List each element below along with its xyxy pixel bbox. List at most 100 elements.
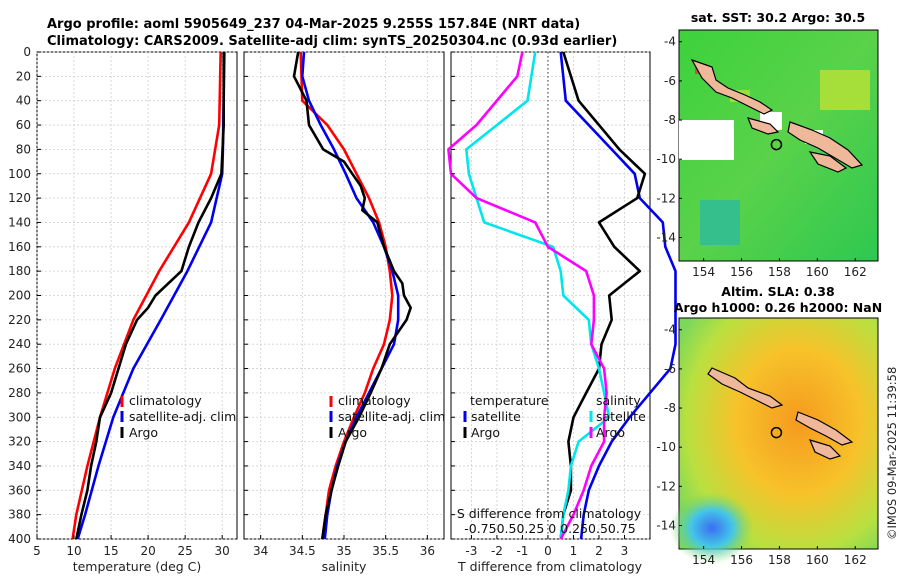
salinity-difference-axis-label: S difference from climatology <box>457 506 642 521</box>
map-y-tick-label: -12 <box>656 479 676 493</box>
sla-map-subtitle: Argo h1000: 0.26 h2000: NaN <box>674 300 882 315</box>
series-line-t-satellite <box>559 51 677 540</box>
map-y-tick-label: -6 <box>664 74 676 88</box>
sst-island-shape <box>746 117 780 135</box>
x-tick-label: 25 <box>178 544 193 558</box>
map-x-tick-label: 158 <box>768 265 791 279</box>
x-tick-label: 20 <box>140 544 155 558</box>
map-y-tick-label: -6 <box>664 362 676 376</box>
map-y-tick-label: -8 <box>664 401 676 415</box>
map-x-tick-label: 154 <box>692 553 715 567</box>
series-line-argo <box>75 52 225 540</box>
x-tick-label: 3 <box>621 544 629 558</box>
legend-label-argo: Argo <box>338 425 367 440</box>
difference-xlabel: T difference from climatology <box>457 559 643 574</box>
sla-map-title: Altim. SLA: 0.38 <box>721 284 834 299</box>
depth-tick-label: 240 <box>8 337 31 351</box>
legend-title-temperature: temperature <box>470 393 549 408</box>
x-tick-label: 35 <box>336 544 351 558</box>
sla-island-shape <box>707 367 784 409</box>
temperature-series <box>71 51 226 540</box>
x-tick-label: 36 <box>420 544 435 558</box>
x-tick-label: 34.5 <box>289 544 316 558</box>
temperature-panel: 5 10 15 20 25 30 temperature (deg C) climatol… <box>33 51 238 574</box>
sst-island-shape <box>787 121 864 169</box>
legend-label-argo: Argo <box>129 425 158 440</box>
difference-legend-temperature: temperature satellite Argo <box>463 393 549 440</box>
legend-label-t-satellite: satellite <box>471 409 521 424</box>
x-tick-label: 2 <box>595 544 603 558</box>
temperature-ticks: 5 10 15 20 25 30 <box>33 51 230 558</box>
salinity-panel: 34 34.5 35 35.5 36 salinity climatology sate… <box>243 51 445 574</box>
difference-panel: -3 -2 -1 0 1 2 3 T difference from climatology… <box>447 51 677 574</box>
depth-tick-label: 360 <box>8 483 31 497</box>
depth-tick-label: 200 <box>8 289 31 303</box>
x-tick-label: -1 <box>516 544 528 558</box>
depth-tick-label: 100 <box>8 167 31 181</box>
map-x-tick-label: 160 <box>806 553 829 567</box>
depth-tick-label: 300 <box>8 410 31 424</box>
title-line-1: Argo profile: aoml 5905649_237 04-Mar-20… <box>47 17 580 32</box>
legend-title-salinity: salinity <box>596 393 641 408</box>
sla-low-anomaly-patch <box>670 492 754 564</box>
map-y-tick-label: -14 <box>656 231 676 245</box>
depth-tick-label: 220 <box>8 313 31 327</box>
difference-ticks: -3 -2 -1 0 1 2 3 <box>451 51 629 558</box>
title-line-2: Climatology: CARS2009. Satellite-adj cli… <box>47 34 617 49</box>
depth-axis-ticks: 0 20 40 60 80 100 120 140 160 180 200 220 240 260 280 3… <box>8 45 31 546</box>
map-y-tick-label: -10 <box>656 440 676 454</box>
sla-island-shape <box>808 439 842 460</box>
sst-cool-patch <box>700 200 740 245</box>
x-tick-label: 5 <box>33 544 41 558</box>
map-x-tick-label: 160 <box>806 265 829 279</box>
legend-label-satellite: satellite-adj. clim <box>129 409 236 424</box>
map-y-tick-label: -12 <box>656 191 676 205</box>
salinity-difference-axis-ticks: -0.750.50.25 0 0.250.50.75 <box>464 521 636 536</box>
depth-tick-label: 140 <box>8 215 31 229</box>
salinity-series <box>292 51 413 540</box>
sst-map-panel: sat. SST: 30.2 Argo: 30.5 154 156 158 160 16… <box>656 10 879 279</box>
series-line-s-satellite <box>464 51 611 540</box>
map-y-tick-label: -14 <box>656 519 676 533</box>
x-tick-label: -2 <box>491 544 503 558</box>
depth-tick-label: 320 <box>8 435 31 449</box>
temperature-xlabel: temperature (deg C) <box>73 559 202 574</box>
series-line-t-argo <box>559 51 647 540</box>
series-line-s-argo <box>447 51 608 540</box>
map-x-tick-label: 154 <box>692 265 715 279</box>
map-x-tick-label: 162 <box>844 553 867 567</box>
sst-map-title: sat. SST: 30.2 Argo: 30.5 <box>691 10 865 25</box>
depth-tick-label: 180 <box>8 264 31 278</box>
imos-credit: ©IMOS 09-Mar-2025 11:39:58 <box>885 367 899 540</box>
map-x-tick-label: 156 <box>730 553 753 567</box>
sst-island-shape <box>690 58 774 115</box>
depth-tick-label: 260 <box>8 362 31 376</box>
sla-argo-location-marker <box>770 426 783 439</box>
salinity-legend: climatology satellite-adj. clim Argo <box>329 393 445 440</box>
temperature-grid <box>36 51 237 540</box>
legend-label-s-argo: Argo <box>596 425 625 440</box>
depth-tick-label: 120 <box>8 191 31 205</box>
series-line-climatology <box>299 51 394 540</box>
difference-grid <box>451 51 650 540</box>
depth-tick-label: 60 <box>16 118 31 132</box>
series-line-climatology <box>71 51 222 540</box>
depth-tick-label: 380 <box>8 508 31 522</box>
sst-island-shape <box>808 151 848 173</box>
sst-missing-data-patch <box>679 120 734 160</box>
sla-map-ticks: 154 156 158 160 162 -4 -6 -8 -10 -12 -14 <box>656 323 866 567</box>
depth-tick-label: 400 <box>8 532 31 546</box>
legend-label-climatology: climatology <box>338 393 411 408</box>
map-x-tick-label: 162 <box>844 265 867 279</box>
sla-island-shape <box>795 411 854 446</box>
depth-tick-label: 80 <box>16 142 31 156</box>
map-x-tick-label: 156 <box>730 265 753 279</box>
legend-label-s-satellite: satellite <box>596 409 646 424</box>
x-tick-label: 15 <box>103 544 118 558</box>
x-tick-label: 34 <box>253 544 268 558</box>
depth-tick-label: 0 <box>23 45 31 59</box>
depth-tick-label: 40 <box>16 94 31 108</box>
x-tick-label: 35.5 <box>372 544 399 558</box>
temperature-legend: climatology satellite-adj. clim Argo <box>120 393 236 440</box>
legend-label-climatology: climatology <box>129 393 202 408</box>
